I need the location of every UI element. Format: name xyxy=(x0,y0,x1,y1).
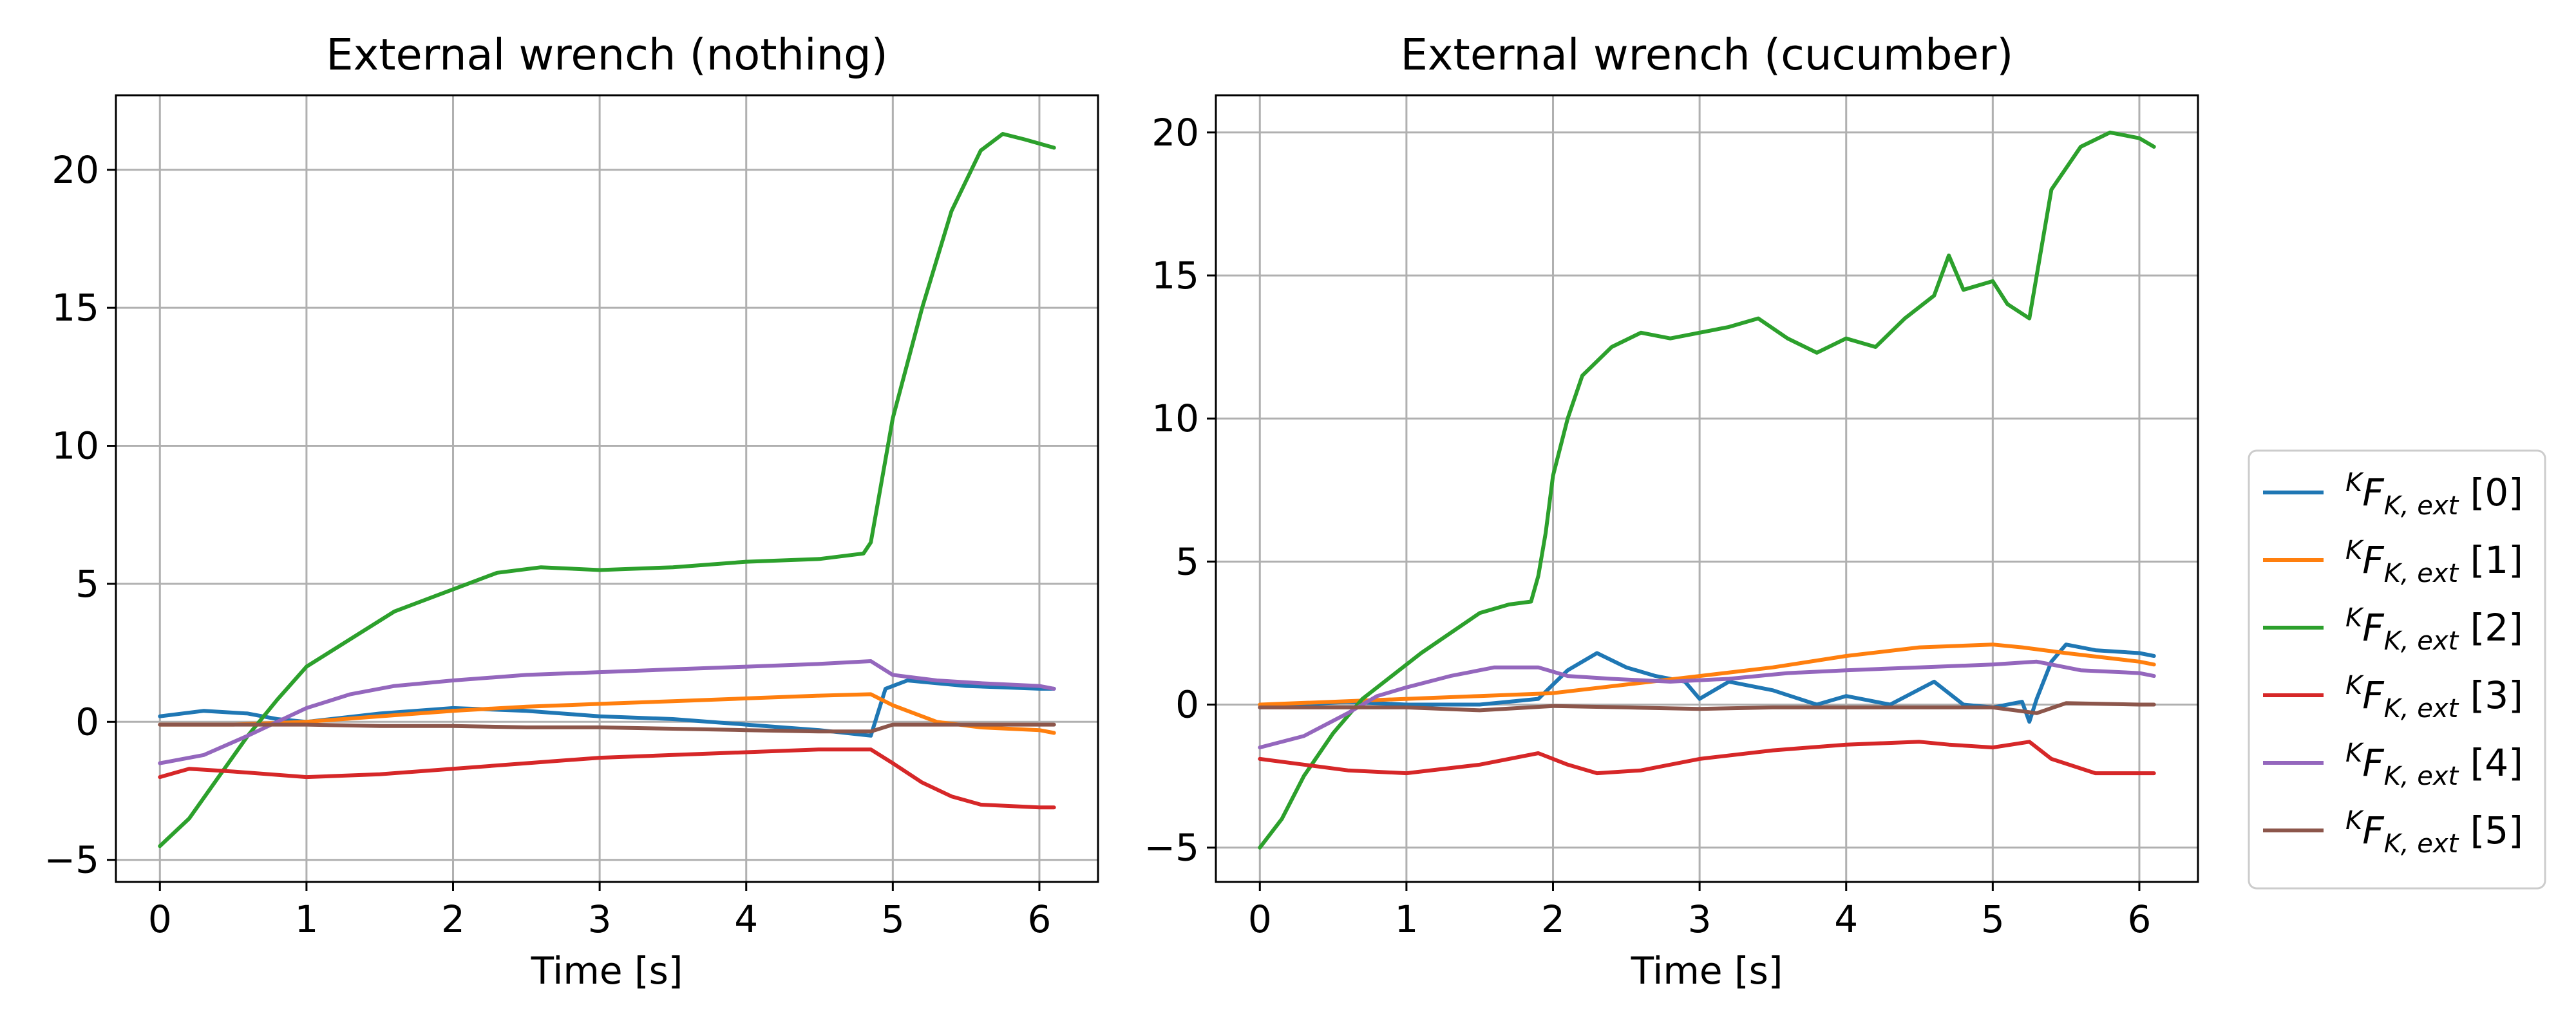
series-line-3 xyxy=(1258,740,2156,776)
x-tick-label: 5 xyxy=(881,897,905,941)
x-tick-label: 3 xyxy=(1688,897,1712,941)
legend-entry: KFK, ext [5] xyxy=(2263,806,2523,859)
legend-label: KFK, ext [5] xyxy=(2345,806,2523,859)
x-axis-label: Time [s] xyxy=(531,949,683,993)
legend-label: KFK, ext [1] xyxy=(2345,536,2523,588)
y-tick-label: 20 xyxy=(52,148,99,192)
series-line-0 xyxy=(1258,642,2156,724)
series-line-4 xyxy=(158,659,1056,765)
series-line-4 xyxy=(1258,659,2156,750)
series-line-3 xyxy=(158,747,1056,810)
x-tick-label: 6 xyxy=(1028,897,1052,941)
series-group xyxy=(1258,130,2156,850)
y-tick-label: 20 xyxy=(1151,111,1199,154)
x-tick-label: 1 xyxy=(1394,897,1418,941)
chart-title: External wrench (nothing) xyxy=(326,30,888,80)
chart-panel-0: 0 1 2 3 4 5 6 −5 0 5 10 15 20 External wrench (nothin… xyxy=(44,30,1099,993)
legend-entry: KFK, ext [2] xyxy=(2263,603,2523,656)
y-tick-label: 5 xyxy=(75,562,99,606)
y-tick-label: 5 xyxy=(1175,539,1199,583)
y-tick-label: −5 xyxy=(44,838,100,882)
x-tick-label: 3 xyxy=(588,897,612,941)
legend-entry: KFK, ext [0] xyxy=(2263,468,2523,521)
legend-entry: KFK, ext [4] xyxy=(2263,738,2523,791)
series-line-2 xyxy=(1258,130,2156,850)
x-tick-label: 2 xyxy=(1541,897,1565,941)
series-line-5 xyxy=(158,722,1056,734)
legend-label: KFK, ext [2] xyxy=(2345,603,2523,656)
y-tick-label: 15 xyxy=(1151,254,1199,297)
x-tick-label: 4 xyxy=(734,897,758,941)
x-tick-label: 6 xyxy=(2128,897,2152,941)
x-tick-label: 0 xyxy=(1248,897,1272,941)
legend-entry: KFK, ext [1] xyxy=(2263,536,2523,588)
legend: KFK, ext [0] KFK, ext [1] KFK, ext [2] KFK,… xyxy=(2248,449,2546,890)
legend-label: KFK, ext [4] xyxy=(2345,738,2523,791)
y-tick-label: 0 xyxy=(1175,682,1199,726)
series-line-0 xyxy=(158,679,1056,738)
y-tick-label: 10 xyxy=(1151,397,1199,440)
chart-panel-1: 0 1 2 3 4 5 6 −5 0 5 10 15 20 External wrench (cucumb… xyxy=(1144,30,2199,993)
axes-frame xyxy=(1215,94,2199,883)
series-line-1 xyxy=(1258,642,2156,707)
y-tick-label: −5 xyxy=(1144,826,1200,870)
legend-label: KFK, ext [0] xyxy=(2345,468,2523,521)
x-tick-label: 5 xyxy=(1981,897,2005,941)
chart-title: External wrench (cucumber) xyxy=(1401,30,2014,80)
x-tick-label: 1 xyxy=(294,897,318,941)
x-axis-label: Time [s] xyxy=(1631,949,1783,993)
series-line-2 xyxy=(158,132,1056,848)
y-tick-label: 10 xyxy=(52,424,99,468)
legend-entry: KFK, ext [3] xyxy=(2263,671,2523,724)
x-tick-label: 4 xyxy=(1834,897,1858,941)
x-tick-label: 0 xyxy=(148,897,172,941)
series-line-5 xyxy=(1258,701,2156,715)
series-group xyxy=(158,132,1056,848)
axes-frame xyxy=(115,94,1099,883)
legend-label: KFK, ext [3] xyxy=(2345,671,2523,724)
y-tick-label: 0 xyxy=(75,700,99,744)
y-tick-label: 15 xyxy=(52,286,99,330)
x-tick-label: 2 xyxy=(441,897,465,941)
